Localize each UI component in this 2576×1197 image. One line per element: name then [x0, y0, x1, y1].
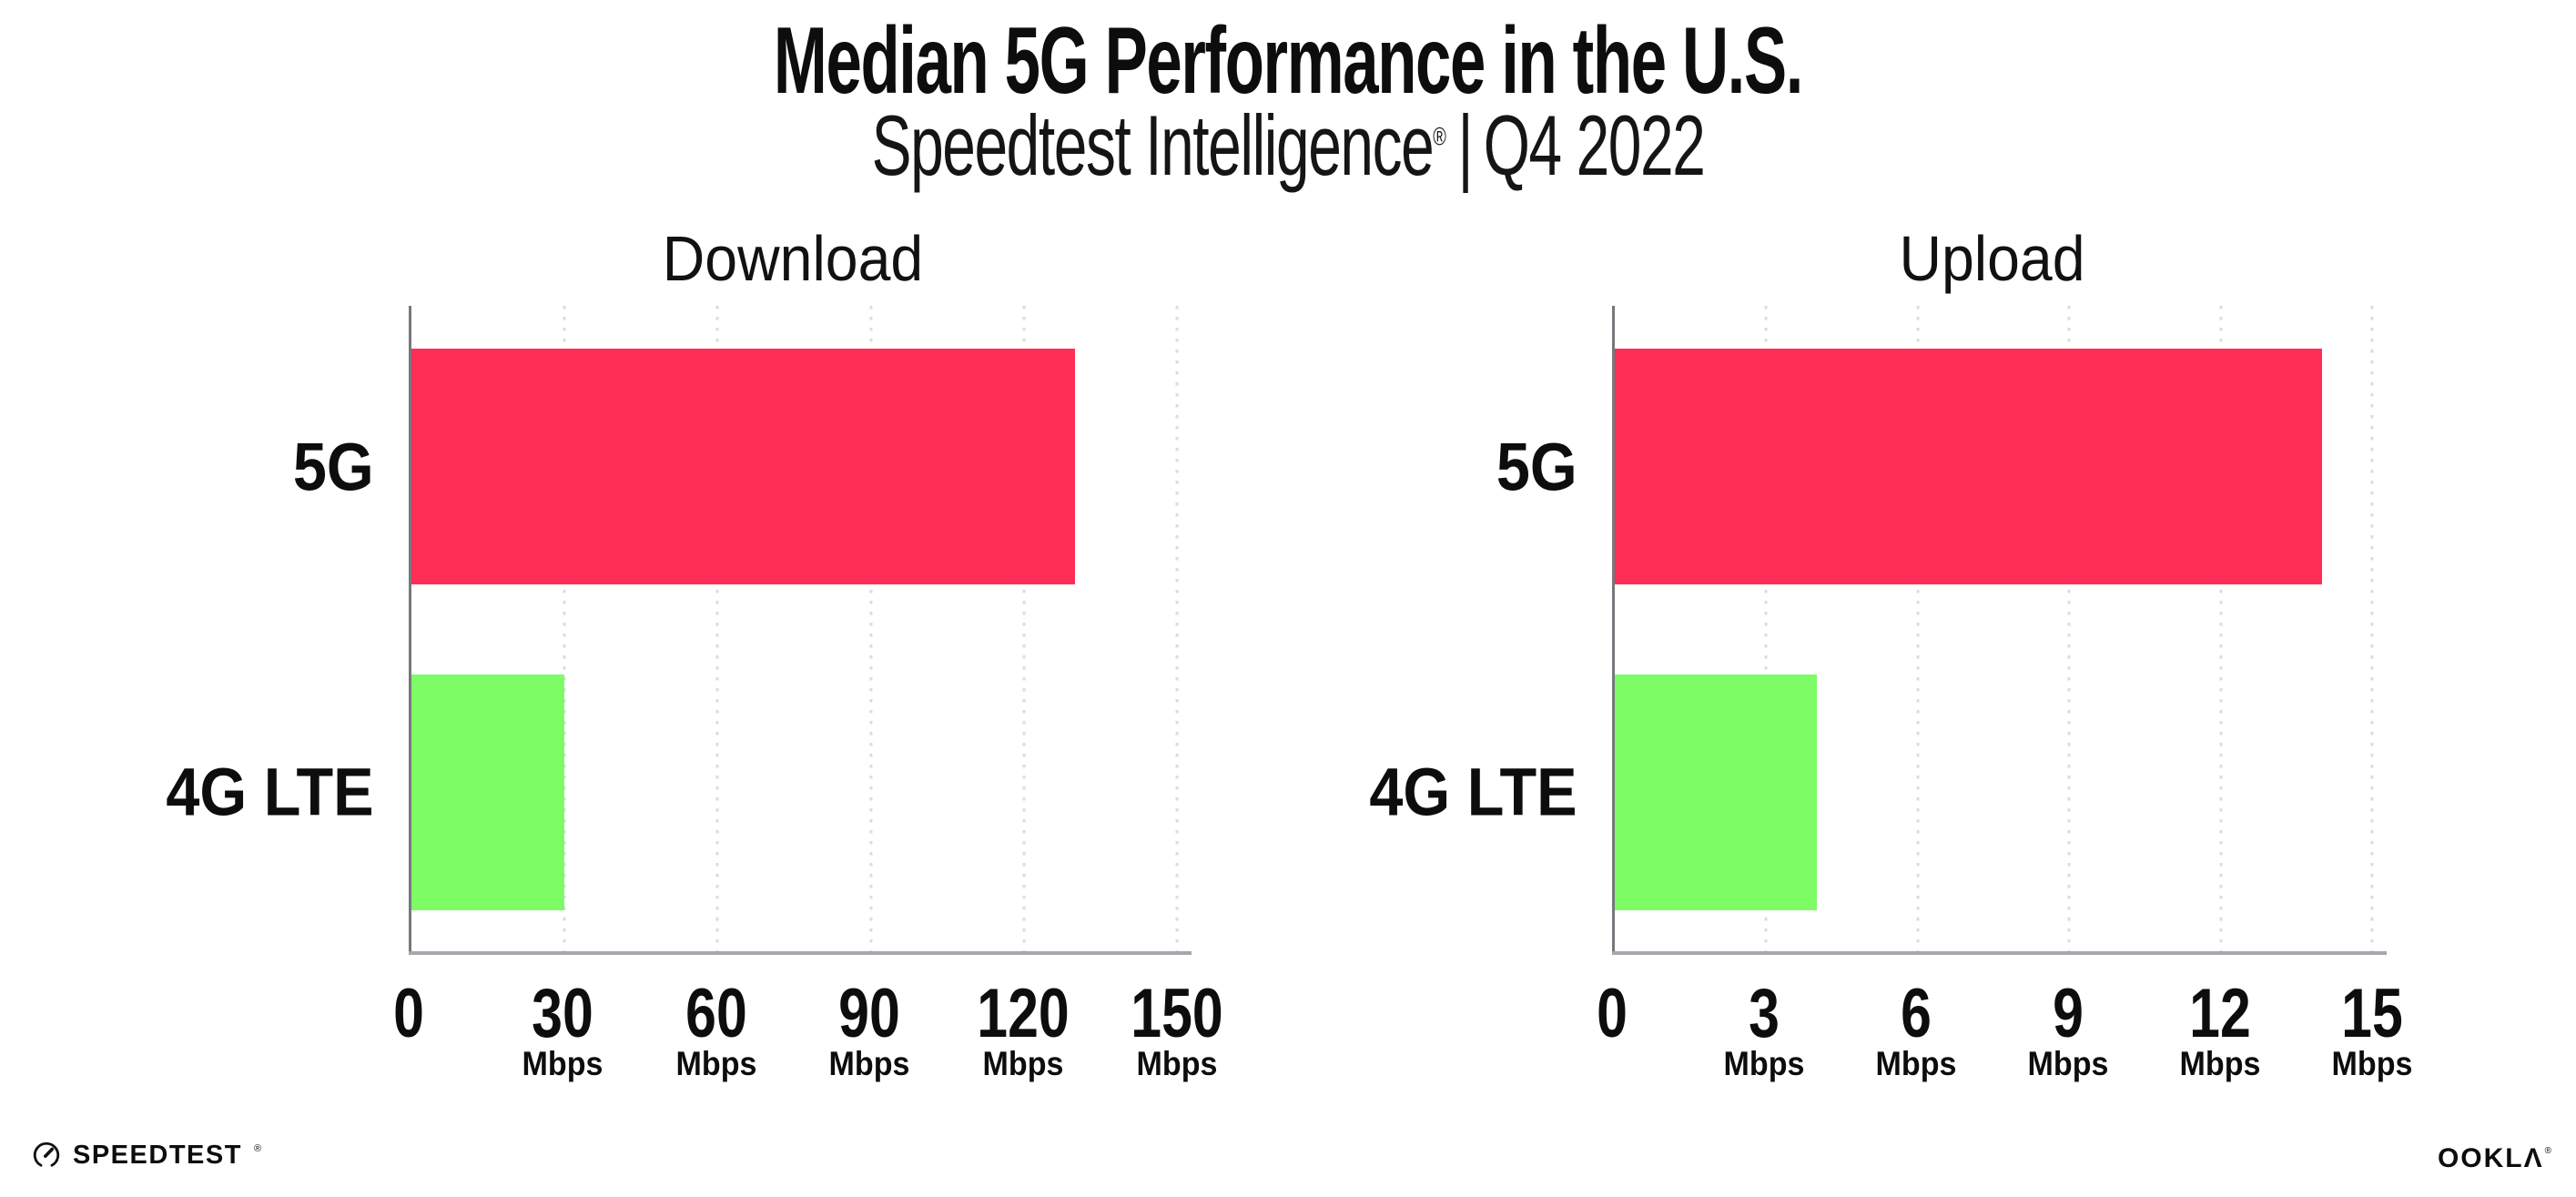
chart-title-upload: Upload — [1899, 223, 2085, 294]
gridline-download-60 — [715, 306, 719, 951]
x-axis-line-download — [409, 951, 1192, 955]
registered-trademark-icon: ® — [1433, 121, 1446, 151]
page-title: Median 5G Performance in the U.S. — [773, 8, 1804, 114]
ookla-logo: OOKLΛ ® — [2438, 1143, 2551, 1174]
x-tick-label-upload-6: 6 — [1901, 975, 1932, 1052]
subtitle-separator: | — [1457, 97, 1473, 193]
x-tick-label-download-90: 90 — [838, 975, 901, 1052]
x-tick-label-upload-15: 15 — [2341, 975, 2403, 1052]
gridline-download-120 — [1022, 306, 1026, 951]
x-tick-unit-upload-9: Mbps — [2027, 1045, 2109, 1082]
speedtest-logo-text: SPEEDTEST — [73, 1140, 242, 1170]
bar-4g-lte-download — [411, 674, 565, 910]
chart-title-download: Download — [662, 223, 924, 294]
category-label-4g-lte-download: 4G LTE — [166, 754, 374, 830]
gridline-upload-12 — [2219, 306, 2223, 951]
category-label-4g-lte-upload: 4G LTE — [1369, 754, 1577, 830]
x-tick-unit-upload-12: Mbps — [2179, 1045, 2261, 1082]
x-tick-unit-upload-3: Mbps — [1723, 1045, 1805, 1082]
x-tick-unit-upload-6: Mbps — [1875, 1045, 1957, 1082]
x-tick-label-download-30: 30 — [531, 975, 593, 1052]
page-subtitle: Speedtest Intelligence® | Q4 2022 — [387, 96, 2190, 195]
download-plot-area — [409, 306, 1179, 951]
speedtest-registered-mark-icon: ® — [253, 1143, 262, 1154]
x-tick-label-upload-12: 12 — [2189, 975, 2251, 1052]
x-tick-label-upload-3: 3 — [1749, 975, 1780, 1052]
gridline-upload-3 — [1764, 306, 1768, 951]
gridline-download-30 — [563, 306, 566, 951]
bar-5g-download — [411, 349, 1075, 584]
gridline-upload-6 — [1916, 306, 1920, 951]
category-label-5g-download: 5G — [293, 429, 374, 504]
x-tick-label-download-150: 150 — [1131, 975, 1223, 1052]
x-tick-label-download-120: 120 — [977, 975, 1070, 1052]
x-tick-label-upload-0: 0 — [1597, 975, 1628, 1052]
x-tick-unit-download-30: Mbps — [522, 1045, 603, 1082]
x-tick-label-download-0: 0 — [393, 975, 424, 1052]
x-tick-unit-upload-15: Mbps — [2331, 1045, 2413, 1082]
subtitle-period: Q4 2022 — [1483, 97, 1706, 193]
bar-4g-lte-upload — [1615, 674, 1817, 910]
x-tick-label-upload-9: 9 — [2053, 975, 2084, 1052]
upload-plot-area — [1612, 306, 2374, 951]
bar-5g-upload — [1615, 349, 2322, 584]
gridline-upload-15 — [2370, 306, 2374, 951]
x-axis-line-upload — [1612, 951, 2387, 955]
subtitle-brand: Speedtest Intelligence — [871, 97, 1435, 193]
gridline-download-90 — [869, 306, 873, 951]
ookla-registered-mark-icon: ® — [2544, 1145, 2551, 1156]
x-tick-unit-download-120: Mbps — [982, 1045, 1064, 1082]
x-tick-label-download-60: 60 — [685, 975, 747, 1052]
x-tick-unit-download-90: Mbps — [828, 1045, 910, 1082]
speedtest-logo: SPEEDTEST ® — [31, 1140, 262, 1171]
speedtest-gauge-icon — [33, 1141, 60, 1167]
x-tick-unit-download-60: Mbps — [675, 1045, 757, 1082]
category-label-5g-upload: 5G — [1496, 429, 1577, 504]
ookla-logo-text: OOKLΛ — [2437, 1143, 2544, 1173]
x-tick-unit-download-150: Mbps — [1136, 1045, 1218, 1082]
gridline-download-150 — [1175, 306, 1179, 951]
gridline-upload-9 — [2067, 306, 2071, 951]
